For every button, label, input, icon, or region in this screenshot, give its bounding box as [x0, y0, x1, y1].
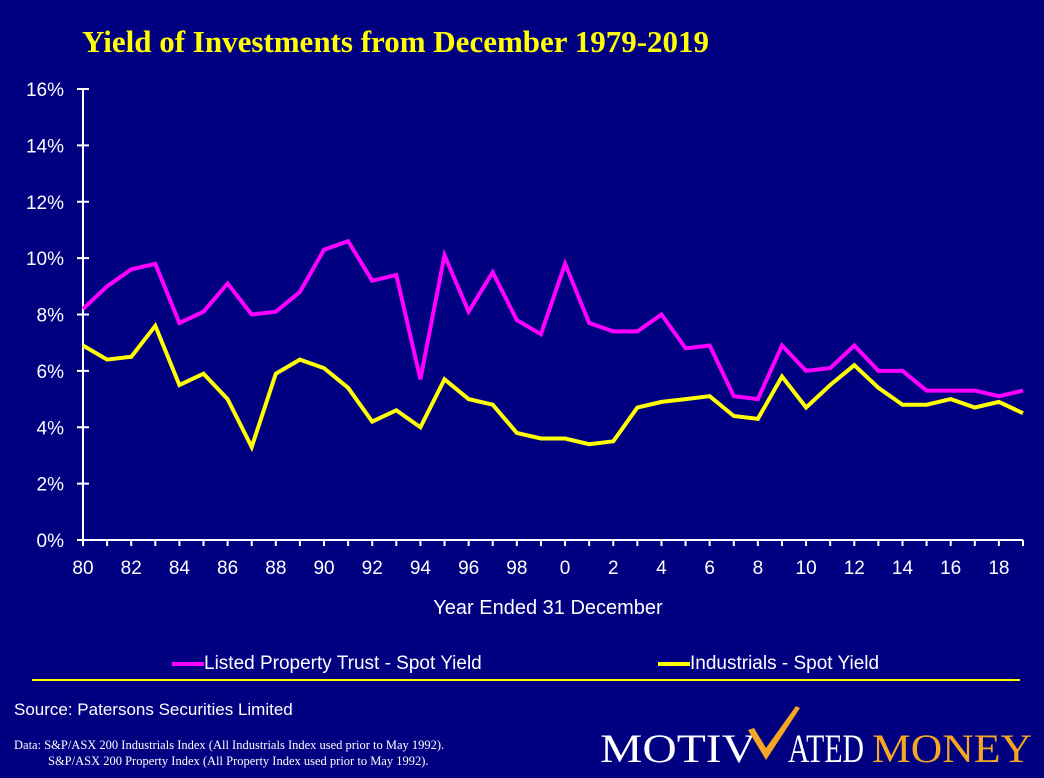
- x-tick-label: 2: [608, 558, 619, 579]
- legend-label-industrials: Industrials - Spot Yield: [690, 653, 880, 674]
- x-tick-label: 16: [940, 558, 961, 579]
- logo-text-money: MONEY: [872, 726, 1032, 771]
- y-tick-label: 4%: [37, 418, 65, 439]
- data-note-property: S&P/ASX 200 Property Index (All Property…: [48, 754, 429, 768]
- logo-text-motiv: MOTIV: [600, 726, 756, 771]
- logo-text-ated: ATED: [788, 726, 864, 771]
- x-tick-label: 18: [988, 558, 1009, 579]
- y-tick-label: 16%: [26, 80, 64, 101]
- series-line-industrials: [81, 321, 1024, 453]
- x-tick-label: 80: [72, 558, 93, 579]
- y-tick-label: 14%: [26, 136, 64, 157]
- x-tick-label: 10: [796, 558, 817, 579]
- y-tick-label: 10%: [26, 249, 64, 270]
- legend-swatch-industrials: [658, 662, 690, 666]
- x-tick-label: 82: [121, 558, 142, 579]
- y-tick-label: 0%: [37, 531, 65, 552]
- y-tick-label: 6%: [37, 362, 65, 383]
- legend-divider: [32, 679, 1020, 681]
- x-tick-label: 94: [410, 558, 432, 579]
- source-note: Source: Patersons Securities Limited: [14, 700, 293, 719]
- x-tick-label: 92: [362, 558, 383, 579]
- legend-item-lpt: Listed Property Trust - Spot Yield: [172, 651, 482, 677]
- chart-title: Yield of Investments from December 1979-…: [82, 24, 710, 59]
- x-tick-label: 96: [458, 558, 479, 579]
- x-tick-label: 88: [265, 558, 286, 579]
- legend-label-lpt: Listed Property Trust - Spot Yield: [204, 653, 482, 674]
- legend-swatch-lpt: [172, 662, 204, 666]
- line-chart: 0%2%4%6%8%10%12%14%16%80 82 84 86 88 90 92 94 96…: [26, 80, 1024, 619]
- x-tick-label: 12: [844, 558, 865, 579]
- y-tick-label: 8%: [37, 306, 65, 327]
- x-tick-label: 98: [506, 558, 527, 579]
- legend-item-industrials: Industrials - Spot Yield: [658, 651, 879, 677]
- y-tick-label: 12%: [26, 193, 64, 214]
- x-tick-label: 86: [217, 558, 238, 579]
- y-tick-label: 2%: [37, 475, 65, 496]
- data-note-industrials: Data: S&P/ASX 200 Industrials Index (All…: [14, 738, 445, 752]
- x-tick-label: 6: [704, 558, 715, 579]
- series-line-listed-property-trust: [81, 238, 1024, 402]
- x-axis-title: Year Ended 31 December: [433, 597, 663, 619]
- checkmark-icon: [748, 706, 800, 760]
- motivated-money-logo: MOTIV ATED MONEY: [600, 706, 1032, 771]
- x-tick-label: 4: [656, 558, 667, 579]
- x-tick-label: 90: [313, 558, 334, 579]
- x-tick-label: 14: [892, 558, 914, 579]
- x-tick-label: 0: [560, 558, 571, 579]
- x-tick-label: 84: [169, 558, 191, 579]
- x-tick-label: 8: [753, 558, 764, 579]
